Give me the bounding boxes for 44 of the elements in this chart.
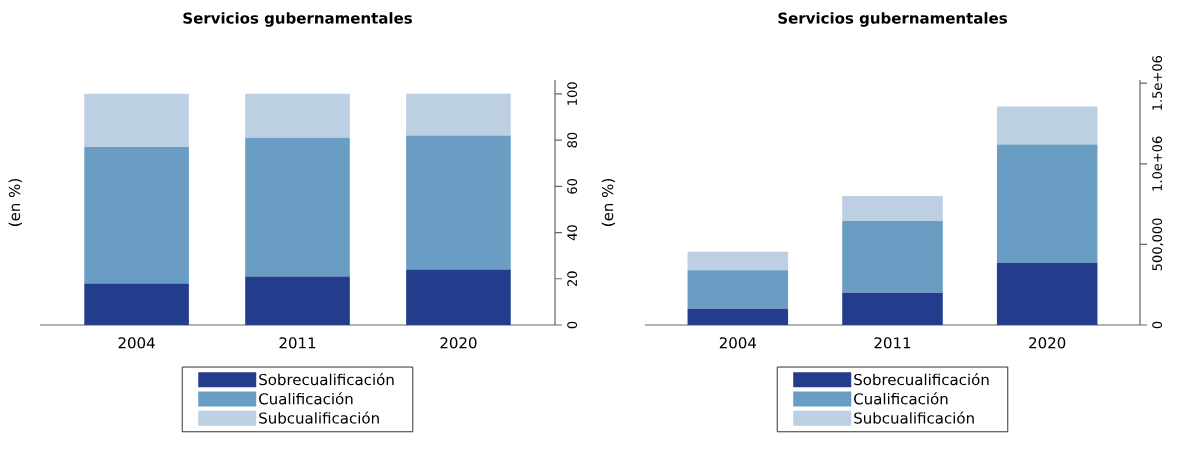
bar: [245, 93, 350, 138]
legend-label: Cualificación: [259, 392, 353, 405]
chart-title: Servicios gubernamentales: [778, 12, 1007, 27]
bar: [842, 221, 943, 293]
x-tick-label: 2011: [279, 337, 316, 349]
legend-label: Cualificación: [854, 392, 948, 405]
bar: [996, 106, 1098, 145]
y-tick-label: 1.5e+06: [1152, 56, 1163, 110]
y-tick-label: 1.0e+06: [1152, 136, 1163, 191]
bar: [245, 276, 350, 325]
y-tick-label: 100: [567, 82, 578, 105]
bar: [687, 251, 789, 271]
y-axis-title: (en %): [601, 179, 616, 226]
bar: [84, 283, 189, 325]
y-tick-label: 80: [567, 132, 578, 148]
bar: [842, 292, 943, 325]
y-tick-label: 60: [567, 178, 578, 194]
x-tick-label: 2020: [1029, 337, 1066, 349]
y-tick-label: 40: [567, 225, 578, 241]
legend-label: Subcualificación: [259, 411, 379, 424]
legend-label: Subcualificación: [854, 411, 974, 424]
bar: [687, 308, 789, 325]
x-tick-label: 2004: [719, 337, 757, 349]
y-tick-label: 500,000: [1152, 218, 1164, 271]
x-tick-label: 2011: [874, 337, 911, 349]
bar: [245, 137, 350, 277]
y-axis-title: (en %): [8, 179, 22, 226]
bar: [996, 262, 1098, 325]
bar: [406, 135, 511, 270]
bar: [842, 196, 943, 222]
y-tick-label: 0: [1152, 321, 1163, 329]
legend-label: Sobrecualificación: [259, 373, 394, 386]
chart-title: Servicios gubernamentales: [183, 12, 412, 27]
bar: [406, 269, 511, 325]
y-tick-label: 20: [567, 271, 578, 287]
x-tick-label: 2004: [118, 337, 155, 349]
legend-label: Sobrecualificación: [854, 373, 989, 386]
bar: [406, 93, 511, 136]
bar: [687, 270, 789, 309]
x-tick-label: 2020: [440, 337, 477, 349]
bar: [84, 147, 189, 284]
y-tick-label: 0: [567, 321, 578, 329]
bar: [996, 144, 1098, 263]
bar: [84, 93, 189, 148]
